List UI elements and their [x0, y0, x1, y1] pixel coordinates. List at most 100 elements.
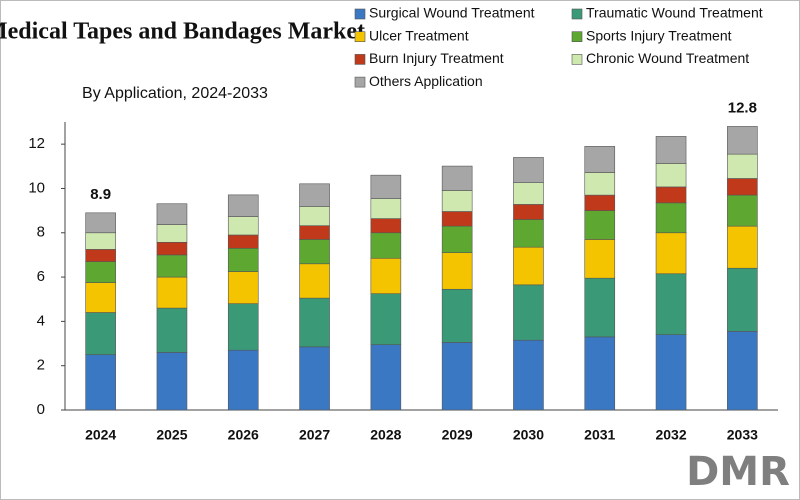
- bar-segment: [584, 277, 616, 338]
- legend-swatch: [571, 31, 583, 43]
- bar-segment: [85, 354, 116, 411]
- bar-segment: [513, 204, 544, 220]
- bar-segment: [513, 219, 544, 248]
- x-tick-label: 2025: [156, 427, 187, 443]
- x-tick-label: 2026: [228, 427, 259, 443]
- bar-segment: [584, 146, 616, 173]
- bar-segment: [370, 198, 402, 219]
- bar-segment: [85, 312, 116, 355]
- y-tick-label: 8: [37, 224, 45, 241]
- total-label: 12.8: [728, 99, 757, 116]
- x-tick-label: 2032: [655, 427, 686, 443]
- bar-segment: [513, 246, 544, 286]
- bar-segment: [727, 178, 758, 196]
- bar-segment: [513, 339, 544, 411]
- bar-segment: [655, 136, 687, 164]
- bar-segment: [299, 183, 330, 207]
- y-tick-label: 2: [37, 357, 45, 374]
- legend-swatch: [354, 31, 366, 43]
- bar-segment: [513, 157, 544, 184]
- legend-label: Sports Injury Treatment: [586, 27, 732, 43]
- legend-swatch: [571, 54, 583, 65]
- bar-segment: [655, 202, 687, 234]
- legend-label: Others Application: [369, 73, 483, 89]
- bar-segment: [156, 307, 188, 353]
- bar-segment: [156, 352, 188, 411]
- bar-segment: [299, 206, 330, 226]
- x-tick-label: 2031: [584, 427, 615, 443]
- bar-segment: [85, 232, 116, 250]
- bar-segment: [655, 186, 687, 204]
- y-tick-label: 4: [37, 312, 45, 329]
- bar-segment: [727, 126, 758, 155]
- chart-subtitle: By Application, 2024-2033: [82, 85, 268, 102]
- bar-segment: [370, 218, 402, 234]
- bar-segment: [370, 174, 402, 199]
- y-tick-label: 0: [37, 401, 45, 418]
- bar-segment: [727, 267, 758, 332]
- bar-segment: [299, 346, 330, 411]
- logo: DMR: [686, 449, 790, 495]
- bar-segment: [441, 211, 473, 227]
- x-tick-label: 2027: [299, 427, 330, 443]
- bar-segment: [655, 232, 687, 275]
- bar-segment: [584, 172, 616, 196]
- legend-swatch: [354, 8, 366, 20]
- x-tick-label: 2028: [370, 427, 401, 443]
- bar-segment: [227, 303, 259, 351]
- total-label: 8.9: [90, 186, 111, 203]
- bar-segment: [513, 182, 544, 205]
- bar-segment: [227, 216, 259, 236]
- x-tick-label: 2030: [513, 427, 544, 443]
- bar-segment: [299, 225, 330, 240]
- legend-label: Traumatic Wound Treatment: [586, 5, 763, 21]
- bar-segment: [727, 331, 758, 411]
- bar-segment: [227, 247, 259, 272]
- logo-text: DMR: [686, 449, 790, 495]
- bar-segment: [156, 241, 188, 256]
- legend-label: Burn Injury Treatment: [369, 50, 504, 66]
- bar-segment: [655, 163, 687, 188]
- bar-segment: [370, 344, 402, 411]
- legend-swatch: [354, 76, 366, 88]
- bar-segment: [299, 263, 330, 299]
- x-tick-label: 2024: [85, 427, 116, 443]
- bar-segment: [156, 224, 188, 243]
- bar-segment: [299, 297, 330, 348]
- bar-segment: [655, 334, 687, 411]
- bar-segment: [85, 212, 116, 234]
- legend-label: Surgical Wound Treatment: [369, 5, 535, 21]
- y-tick-label: 6: [37, 268, 45, 285]
- bar-segment: [370, 257, 402, 294]
- bar-segment: [513, 284, 544, 341]
- bar-segment: [156, 254, 188, 278]
- bar-segment: [584, 210, 616, 240]
- bar-segment: [227, 194, 259, 217]
- x-tick-label: 2033: [727, 427, 758, 443]
- bar-segment: [85, 261, 116, 283]
- bar-segment: [370, 293, 402, 345]
- bar-segment: [727, 225, 758, 269]
- bar-segment: [584, 194, 616, 211]
- bar-segment: [584, 239, 616, 279]
- bar-segment: [441, 288, 473, 343]
- bar-segment: [727, 194, 758, 227]
- bar-segment: [156, 276, 188, 309]
- legend-label: Ulcer Treatment: [369, 27, 469, 43]
- bar-segment: [441, 165, 473, 191]
- bar-segment: [227, 271, 259, 304]
- x-tick-label: 2029: [442, 427, 473, 443]
- bar-segment: [441, 342, 473, 411]
- bar-segment: [85, 249, 116, 262]
- bar-segment: [156, 203, 188, 225]
- bar-segment: [441, 252, 473, 290]
- bar-segment: [655, 273, 687, 335]
- bar-segment: [227, 234, 259, 249]
- legend-swatch: [354, 54, 366, 65]
- bar-segment: [584, 336, 616, 411]
- y-tick-label: 10: [28, 179, 45, 196]
- legend-swatch: [571, 8, 583, 20]
- bar-segment: [727, 153, 758, 179]
- bar-segment: [299, 239, 330, 265]
